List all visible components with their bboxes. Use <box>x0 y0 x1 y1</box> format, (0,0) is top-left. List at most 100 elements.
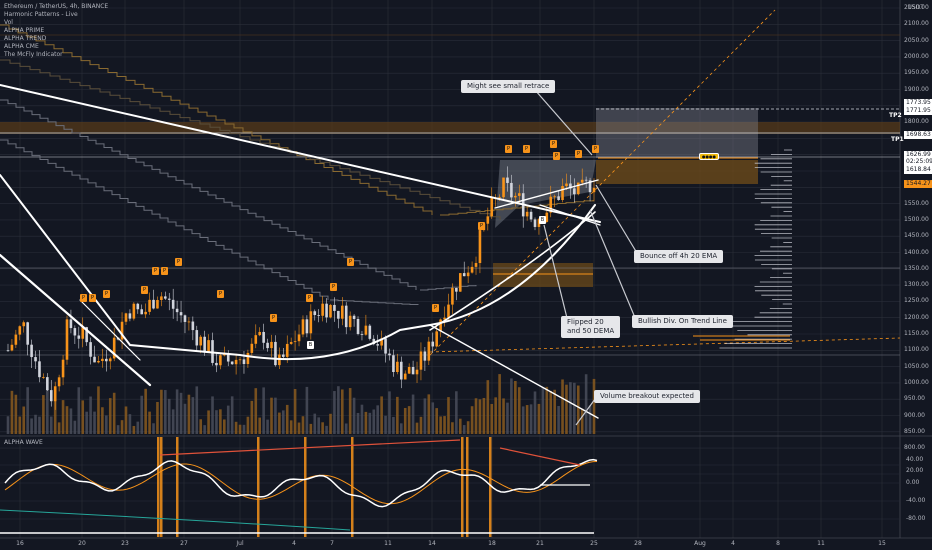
price-tag: 1544.27 <box>904 180 932 188</box>
volume-bar <box>372 409 376 434</box>
volume-bar <box>175 389 179 434</box>
candle-body <box>254 335 258 344</box>
time-tick-label: 16 <box>16 540 24 547</box>
candle-body <box>77 335 81 339</box>
volume-bar <box>419 416 423 434</box>
volume-bar <box>333 391 336 434</box>
volume-bar <box>136 421 140 434</box>
osc-signal-bar <box>489 437 492 537</box>
volume-bar <box>561 379 564 434</box>
indicator-label[interactable]: ALPHA TREND <box>4 35 47 42</box>
candle-body <box>317 315 320 316</box>
price-tick-label: 1500.00 <box>904 215 929 223</box>
volume-bar <box>360 404 364 434</box>
volume-bar <box>364 411 368 434</box>
pattern-marker: P <box>478 222 485 230</box>
time-tick-label: 23 <box>121 540 129 547</box>
volume-bar <box>545 386 549 434</box>
price-tag: 1773.95 <box>904 99 932 107</box>
pattern-marker: P <box>80 294 87 302</box>
pattern-marker: P <box>330 283 337 291</box>
rounded-base-curve <box>0 174 596 361</box>
entry-zone <box>596 160 758 184</box>
volume-bar <box>537 403 541 434</box>
volume-bar <box>164 390 167 434</box>
indicator-label[interactable]: Harmonic Patterns - Live <box>4 11 78 18</box>
candle-body <box>537 219 541 227</box>
volume-bar <box>494 397 497 434</box>
volume-bar <box>81 400 85 434</box>
candle-body <box>183 315 187 322</box>
candle-body <box>57 377 61 387</box>
volume-bar <box>223 419 226 434</box>
pattern-marker: P <box>270 314 277 322</box>
indicator-label[interactable]: ALPHA CME <box>4 43 39 50</box>
candle-body <box>282 354 285 357</box>
volume-bar <box>506 402 509 434</box>
indicator-label[interactable]: Vol <box>4 19 13 26</box>
volume-bar <box>156 401 159 434</box>
candle-body <box>309 311 313 334</box>
osc-signal-bar <box>157 437 160 537</box>
price-tick-label: 1350.00 <box>904 264 929 272</box>
volume-bar <box>313 413 317 434</box>
volume-bar <box>199 419 203 434</box>
volume-bar <box>49 416 53 434</box>
volume-bar <box>510 378 513 434</box>
osc-signal-bar <box>257 437 260 537</box>
volume-bar <box>105 415 108 434</box>
volume-bar <box>219 409 222 434</box>
volume-bar <box>447 397 450 434</box>
candle-body <box>156 300 159 309</box>
candle-body <box>89 342 92 357</box>
volume-profile <box>598 149 792 349</box>
price-tag: 1626.99 <box>904 151 932 159</box>
volume-bar <box>427 394 431 434</box>
candle-body <box>132 303 136 319</box>
candle-body <box>344 305 348 328</box>
price-tag: 1618.84 <box>904 166 932 174</box>
candle-body <box>439 319 442 332</box>
axis-unit-label[interactable]: USDT <box>907 4 925 11</box>
volume-bar <box>498 374 501 434</box>
volume-bar <box>533 391 537 434</box>
price-tick-label: 1900.00 <box>904 85 929 93</box>
candle-body <box>423 351 427 361</box>
candle-body <box>443 317 446 320</box>
ema-step-line <box>0 99 417 290</box>
indicator-label[interactable]: The McFly Indicator <box>4 51 63 58</box>
price-tick-label: 1000.00 <box>904 378 929 386</box>
indicator-label[interactable]: ALPHA PRIME <box>4 27 45 34</box>
osc-tick-label: 0.00 <box>906 479 920 486</box>
candle-body <box>333 304 336 311</box>
candle-body <box>53 386 57 402</box>
volume-bar <box>14 394 18 434</box>
candle-body <box>26 322 29 345</box>
volume-bar <box>411 394 415 434</box>
volume-bar <box>187 394 191 434</box>
time-tick-label: 8 <box>776 540 780 547</box>
volume-bar <box>152 423 155 434</box>
ema-step-line <box>420 285 477 291</box>
volume-bar <box>553 389 556 434</box>
volume-bar <box>69 408 73 434</box>
volume-bar <box>435 408 438 434</box>
pattern-marker: P <box>161 267 168 275</box>
volume-bar <box>61 400 65 434</box>
ema-step-line <box>0 24 433 215</box>
time-tick-label: 14 <box>428 540 436 547</box>
symbol-title[interactable]: Ethereum / TetherUS, 4h, BINANCE <box>4 3 109 10</box>
volume-bar <box>171 409 175 434</box>
volume-bar <box>293 389 297 434</box>
candle-body <box>250 343 254 353</box>
volume-bar <box>42 395 45 434</box>
candle-body <box>325 303 328 318</box>
volume-bar <box>407 406 411 434</box>
volume-bar <box>6 416 10 434</box>
chart-legend: Ethereum / TetherUS, 4h, BINANCE Harmoni… <box>4 3 108 59</box>
candle-body <box>108 358 112 362</box>
volume-bar <box>458 418 462 434</box>
volume-bar <box>569 382 572 434</box>
